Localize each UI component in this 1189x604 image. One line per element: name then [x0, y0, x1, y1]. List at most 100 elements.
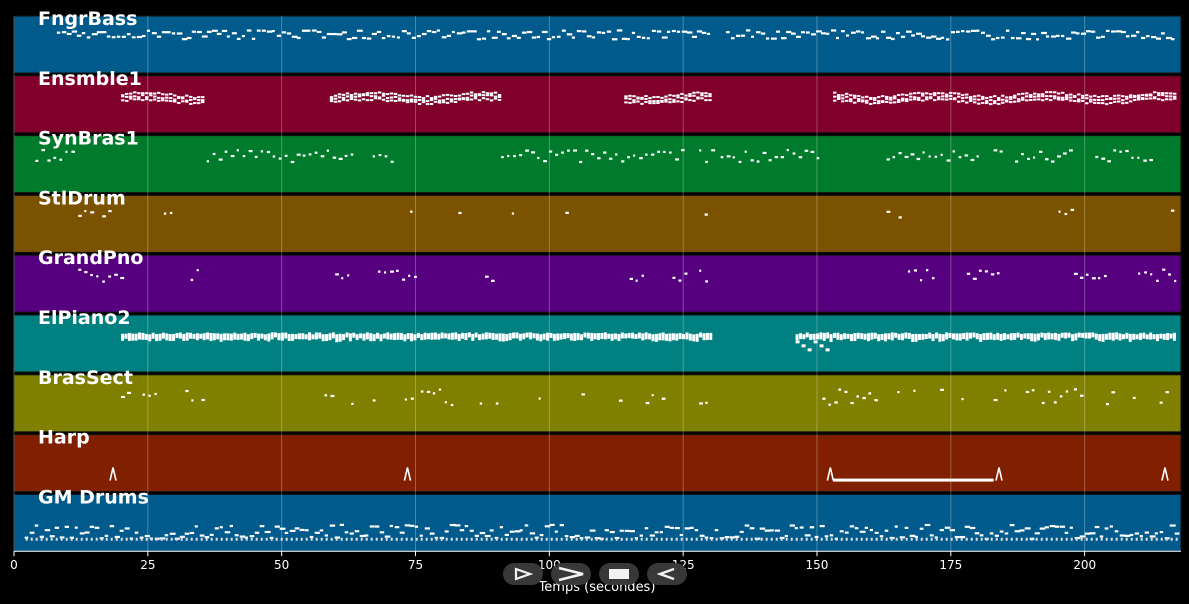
note: [774, 529, 781, 532]
note: [449, 94, 454, 97]
note: [185, 537, 188, 541]
note: [306, 29, 311, 32]
track-label-ensmble1: Ensmble1: [38, 68, 142, 90]
note: [355, 537, 358, 541]
note: [497, 93, 502, 96]
note: [1081, 332, 1085, 338]
note: [341, 31, 347, 34]
note: [485, 98, 490, 101]
note: [1166, 333, 1170, 341]
note: [664, 98, 668, 101]
note: [461, 98, 466, 101]
note: [365, 537, 368, 541]
note: [1091, 332, 1095, 338]
note: [551, 36, 556, 39]
note: [516, 36, 521, 39]
note: [985, 97, 989, 100]
stop-button[interactable]: [599, 563, 639, 585]
note: [1079, 276, 1084, 279]
note: [246, 29, 252, 32]
note: [254, 531, 260, 534]
fast-forward-button[interactable]: [551, 563, 591, 585]
note: [1059, 395, 1063, 398]
note: [809, 333, 813, 340]
note: [345, 99, 350, 102]
note: [640, 97, 644, 100]
note: [965, 332, 969, 341]
note: [405, 99, 410, 102]
note: [765, 37, 770, 40]
note: [1138, 333, 1142, 341]
note: [357, 99, 362, 102]
note: [488, 332, 492, 339]
note: [1073, 272, 1078, 275]
note: [70, 537, 73, 541]
note: [169, 100, 173, 103]
note: [873, 97, 877, 100]
note: [979, 333, 983, 342]
note: [957, 92, 961, 95]
note: [1065, 37, 1072, 40]
note: [131, 36, 136, 39]
note: [454, 524, 461, 527]
note: [342, 334, 346, 341]
note: [730, 537, 733, 541]
note: [1057, 92, 1061, 95]
note: [571, 36, 575, 39]
note: [170, 537, 173, 541]
note: [177, 96, 181, 99]
note: [191, 30, 196, 33]
note: [726, 155, 731, 158]
note: [1005, 100, 1009, 103]
note: [110, 537, 113, 541]
note: [440, 537, 443, 541]
note: [1140, 36, 1146, 40]
note: [281, 31, 287, 34]
note: [406, 333, 410, 340]
note: [465, 537, 468, 541]
note: [245, 537, 248, 541]
note: [1057, 98, 1061, 101]
note: [1113, 100, 1117, 103]
note: [1053, 91, 1057, 94]
note: [129, 95, 133, 98]
note: [1131, 156, 1134, 159]
play-button[interactable]: [503, 563, 543, 585]
note: [465, 98, 470, 101]
note: [1106, 403, 1110, 406]
note: [849, 100, 853, 103]
note: [868, 392, 872, 395]
note: [491, 332, 495, 340]
note: [829, 334, 833, 343]
note: [296, 36, 301, 40]
note: [160, 537, 163, 541]
rewind-button[interactable]: [647, 563, 687, 585]
note: [1153, 97, 1157, 100]
note: [684, 94, 688, 97]
note: [385, 93, 390, 96]
note: [1026, 333, 1030, 340]
note: [1157, 94, 1161, 97]
note: [800, 537, 803, 541]
note: [849, 94, 853, 97]
note: [745, 29, 751, 32]
note: [1065, 390, 1069, 393]
note: [360, 537, 363, 541]
note: [809, 526, 815, 529]
note: [663, 150, 666, 154]
note: [775, 537, 778, 541]
note: [854, 527, 859, 530]
note: [437, 333, 441, 340]
note: [212, 333, 216, 341]
note: [216, 32, 222, 36]
note: [381, 92, 386, 95]
note: [1174, 532, 1180, 535]
note: [845, 34, 850, 37]
note: [679, 533, 683, 537]
note: [124, 527, 130, 530]
note: [1098, 334, 1102, 342]
note: [1070, 334, 1074, 342]
note: [861, 100, 865, 103]
note: [236, 37, 241, 41]
note: [701, 31, 707, 35]
